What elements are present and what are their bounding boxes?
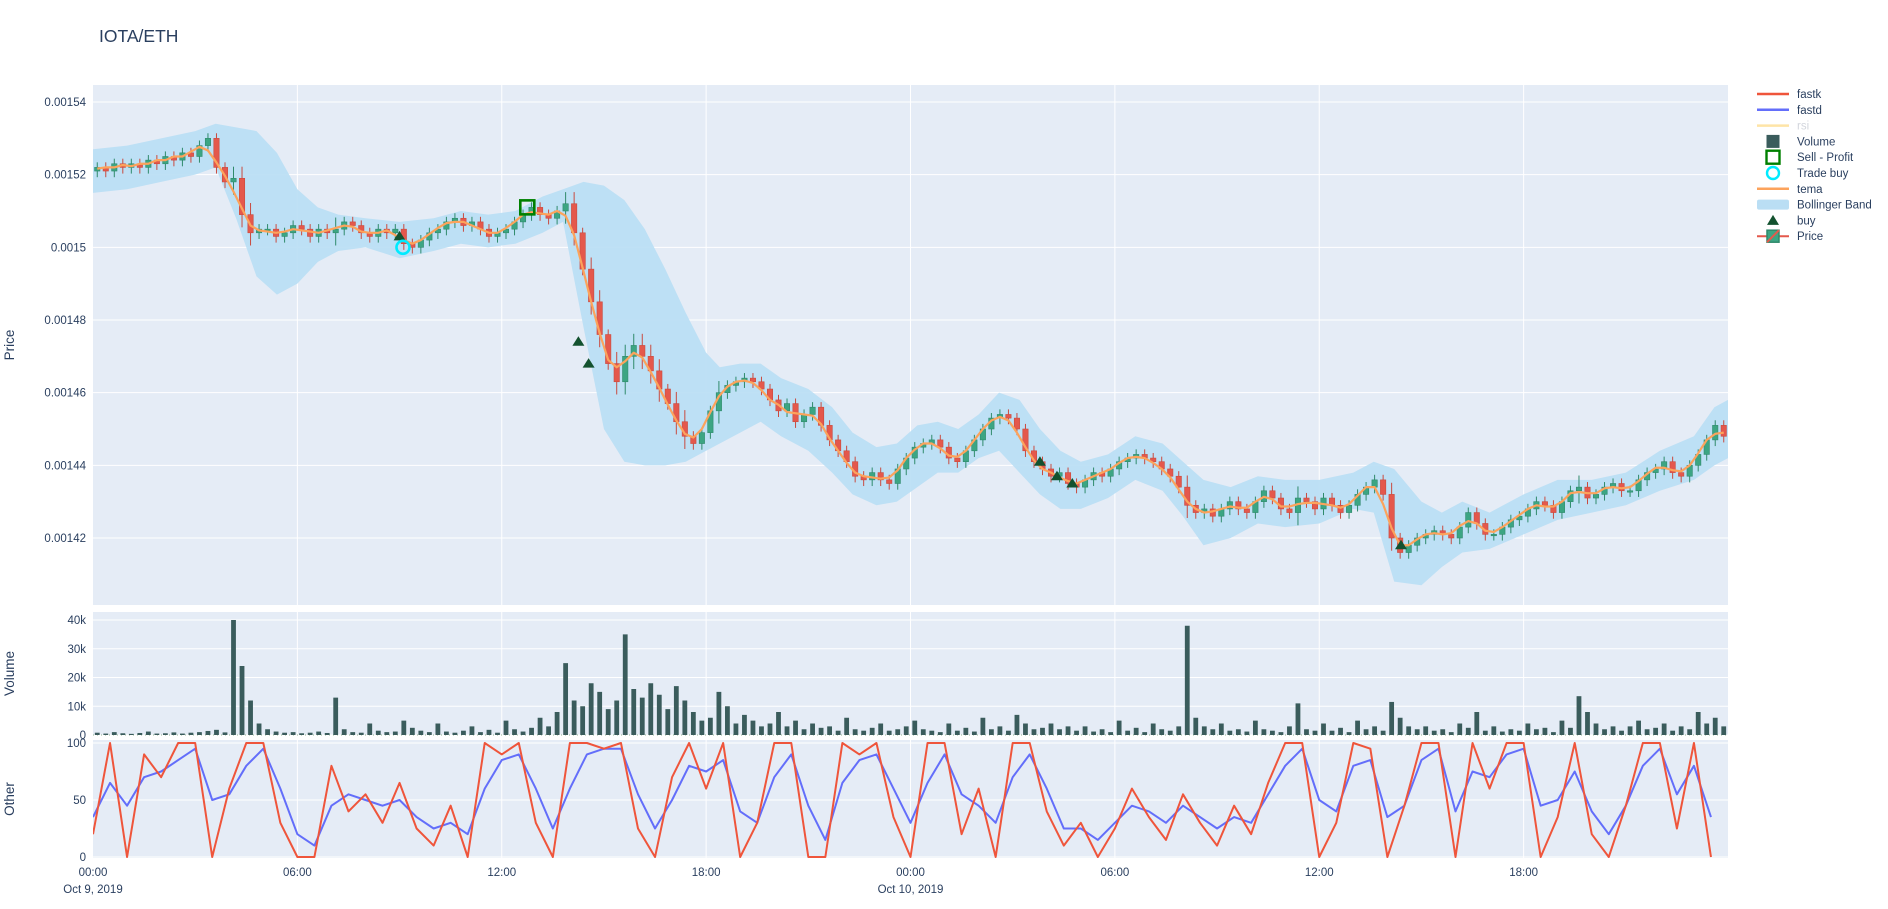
x-tick-label: 12:00 xyxy=(1305,867,1334,879)
svg-text:fastk: fastk xyxy=(1797,89,1822,101)
x-tick-label: 00:00 xyxy=(896,867,925,879)
legend: fastk fastd rsi Volume Sell - Profit Trade bu… xyxy=(1757,89,1872,243)
buy-marker xyxy=(1033,456,1046,466)
signal-markers xyxy=(393,199,1407,550)
svg-text:fastd: fastd xyxy=(1797,105,1822,117)
svg-text:Trade buy: Trade buy xyxy=(1797,168,1849,180)
x-tick-label: 18:00 xyxy=(692,867,721,879)
x-tick-date-label: Oct 10, 2019 xyxy=(878,884,944,896)
legend-item-tema[interactable]: tema xyxy=(1757,184,1823,196)
legend-item-trade-buy[interactable]: Trade buy xyxy=(1765,165,1849,181)
other-tick-label: 50 xyxy=(73,795,86,807)
svg-text:rsi: rsi xyxy=(1797,121,1809,133)
volume-tick-label: 0 xyxy=(80,730,86,742)
svg-text:buy: buy xyxy=(1797,215,1816,227)
x-tick-label: 18:00 xyxy=(1509,867,1538,879)
tema-line xyxy=(97,145,1724,547)
legend-item-rsi[interactable]: rsi xyxy=(1757,121,1809,133)
buy-marker xyxy=(393,230,406,241)
axes: 0.00154 0.00152 0.0015 0.00148 0.00146 0.0014… xyxy=(2,97,1538,896)
other-axis-title: Other xyxy=(2,782,17,816)
buy-marker xyxy=(1395,539,1407,550)
price-tick-label: 0.00152 xyxy=(44,170,86,182)
legend-item-sell-profit[interactable]: Sell - Profit xyxy=(1765,149,1855,165)
legend-item-fastk[interactable]: fastk xyxy=(1757,89,1822,101)
svg-text:Bollinger Band: Bollinger Band xyxy=(1797,200,1872,212)
volume-tick-label: 10k xyxy=(67,701,86,713)
legend-item-fastd[interactable]: fastd xyxy=(1757,105,1822,117)
chart-title: IOTA/ETH xyxy=(99,26,179,46)
x-tick-label: 00:00 xyxy=(79,867,108,879)
price-tick-label: 0.00146 xyxy=(44,388,86,400)
svg-text:Sell - Profit: Sell - Profit xyxy=(1797,152,1854,164)
trade-buy-marker xyxy=(395,239,411,256)
svg-text:tema: tema xyxy=(1797,184,1823,196)
price-tick-label: 0.00154 xyxy=(44,97,86,109)
volume-bars xyxy=(94,620,1727,735)
x-tick-label: 06:00 xyxy=(1100,867,1129,879)
other-tick-label: 100 xyxy=(67,738,86,750)
x-tick-label: 06:00 xyxy=(283,867,312,879)
price-axis-title: Price xyxy=(2,330,17,361)
price-tick-label: 0.00148 xyxy=(44,315,86,327)
other-tick-label: 0 xyxy=(80,852,86,864)
buy-marker xyxy=(582,358,595,368)
price-tick-label: 0.00144 xyxy=(44,460,86,472)
volume-tick-label: 30k xyxy=(67,644,86,656)
legend-item-volume[interactable]: Volume xyxy=(1766,134,1836,149)
price-panel[interactable] xyxy=(93,123,1728,586)
legend-item-bollinger-band[interactable]: Bollinger Band xyxy=(1757,199,1872,212)
buy-marker xyxy=(1050,470,1063,481)
price-tick-label: 0.00142 xyxy=(44,533,86,545)
candlestick-series xyxy=(94,133,1727,559)
bollinger-band-area xyxy=(93,123,1728,586)
x-tick-label: 12:00 xyxy=(487,867,516,879)
volume-axis-title: Volume xyxy=(2,651,17,696)
x-tick-date-label: Oct 9, 2019 xyxy=(63,884,122,896)
other-panel[interactable] xyxy=(93,742,1712,858)
svg-text:Volume: Volume xyxy=(1797,136,1835,148)
buy-marker xyxy=(572,336,585,346)
fastk-line xyxy=(93,742,1712,858)
sell-profit-marker xyxy=(518,199,536,216)
buy-marker xyxy=(1066,477,1079,488)
volume-tick-label: 20k xyxy=(67,673,86,685)
legend-item-buy[interactable]: buy xyxy=(1767,214,1816,228)
svg-text:Price: Price xyxy=(1797,231,1823,243)
volume-tick-label: 40k xyxy=(67,615,86,627)
price-tick-label: 0.0015 xyxy=(51,242,86,254)
legend-item-price[interactable]: Price xyxy=(1757,229,1823,243)
